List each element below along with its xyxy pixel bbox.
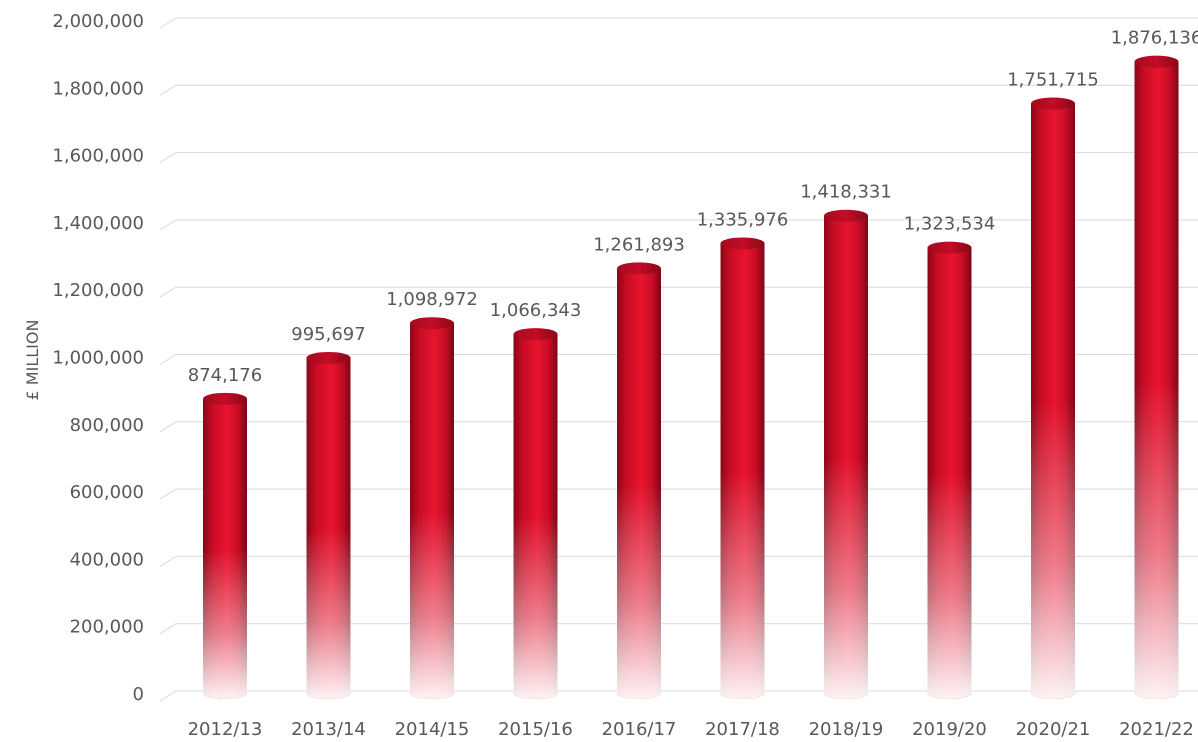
y-axis: 0 200,000 400,000 600,000 800,000 1,000,000 1,… xyxy=(52,11,144,705)
gridline-depth xyxy=(159,17,177,29)
bar xyxy=(824,209,868,699)
bar xyxy=(927,241,972,700)
x-tick-label: 2012/13 xyxy=(188,719,263,740)
bar xyxy=(1134,55,1179,699)
gridline-depth xyxy=(159,84,177,96)
data-label: 874,176 xyxy=(188,365,262,386)
bar-fade xyxy=(513,334,558,699)
y-tick-label: 200,000 xyxy=(70,617,144,638)
bar-top xyxy=(513,328,558,341)
y-axis-title: £ MILLION xyxy=(23,320,42,401)
bar-top xyxy=(203,392,247,405)
bar xyxy=(617,262,661,699)
x-tick-label: 2018/19 xyxy=(809,719,884,740)
y-tick-label: 2,000,000 xyxy=(52,11,144,32)
bar-fade xyxy=(1031,103,1075,699)
data-label: 1,418,331 xyxy=(800,182,892,203)
bar xyxy=(306,351,351,699)
gridline-depth xyxy=(159,354,177,365)
bar xyxy=(513,328,558,699)
bar-fade xyxy=(824,215,868,699)
x-tick-label: 2017/18 xyxy=(705,719,780,740)
gridline-depth xyxy=(159,421,177,433)
gridline-depth xyxy=(159,623,177,635)
data-label: 1,098,972 xyxy=(386,289,478,310)
y-tick-label: 1,200,000 xyxy=(52,280,144,301)
y-tick-label: 800,000 xyxy=(70,415,144,436)
data-label: 1,335,976 xyxy=(697,209,789,230)
x-tick-label: 2014/15 xyxy=(395,719,470,740)
bar-top xyxy=(306,351,351,364)
bar xyxy=(410,317,454,699)
bar-fade xyxy=(203,398,247,699)
y-tick-label: 400,000 xyxy=(70,549,144,570)
x-tick-label: 2013/14 xyxy=(291,719,366,740)
x-tick-label: 2019/20 xyxy=(912,719,987,740)
bar-top xyxy=(927,241,972,254)
bar-fade xyxy=(306,357,351,699)
bar-fade xyxy=(617,268,661,699)
bar-top xyxy=(410,317,454,330)
gridline-depth xyxy=(159,488,177,500)
data-label: 1,751,715 xyxy=(1007,70,1099,91)
gridline-depth xyxy=(159,690,177,702)
bar-fade xyxy=(720,243,765,699)
x-axis: 2012/13 2013/14 2014/15 2015/16 2016/17 2017/… xyxy=(188,719,1194,740)
bars: 874,176 995,697 1,098,972 1,066,343 1,261,89… xyxy=(188,28,1198,700)
bar-top xyxy=(824,209,868,222)
bar-top xyxy=(1031,97,1075,110)
data-label: 1,261,893 xyxy=(593,234,685,255)
gridline-depth xyxy=(159,555,177,567)
y-tick-label: 600,000 xyxy=(70,482,144,503)
bar-fade xyxy=(1134,61,1179,699)
x-tick-label: 2016/17 xyxy=(602,719,677,740)
data-label: 1,876,136 xyxy=(1111,28,1198,49)
gridline-depth xyxy=(159,286,177,298)
x-tick-label: 2015/16 xyxy=(498,719,573,740)
data-label: 995,697 xyxy=(291,324,365,345)
y-tick-label: 1,600,000 xyxy=(52,146,144,167)
bar-fade xyxy=(927,247,972,700)
y-tick-label: 1,800,000 xyxy=(52,78,144,99)
data-label: 1,323,534 xyxy=(904,214,996,235)
bar-fade xyxy=(410,323,454,699)
x-tick-label: 2020/21 xyxy=(1016,719,1091,740)
y-tick-label: 1,400,000 xyxy=(52,213,144,234)
bar-top xyxy=(1134,55,1179,68)
gridline-depth xyxy=(159,152,177,164)
gridline-depth xyxy=(159,219,177,231)
bar xyxy=(203,392,247,699)
data-label: 1,066,343 xyxy=(490,300,582,321)
bar-top xyxy=(720,237,765,250)
bar xyxy=(1031,97,1075,699)
x-tick-label: 2021/22 xyxy=(1119,719,1194,740)
y-tick-label: 1,000,000 xyxy=(52,348,144,369)
bar xyxy=(720,237,765,699)
y-tick-label: 0 xyxy=(133,684,144,705)
bar-top xyxy=(617,262,661,275)
